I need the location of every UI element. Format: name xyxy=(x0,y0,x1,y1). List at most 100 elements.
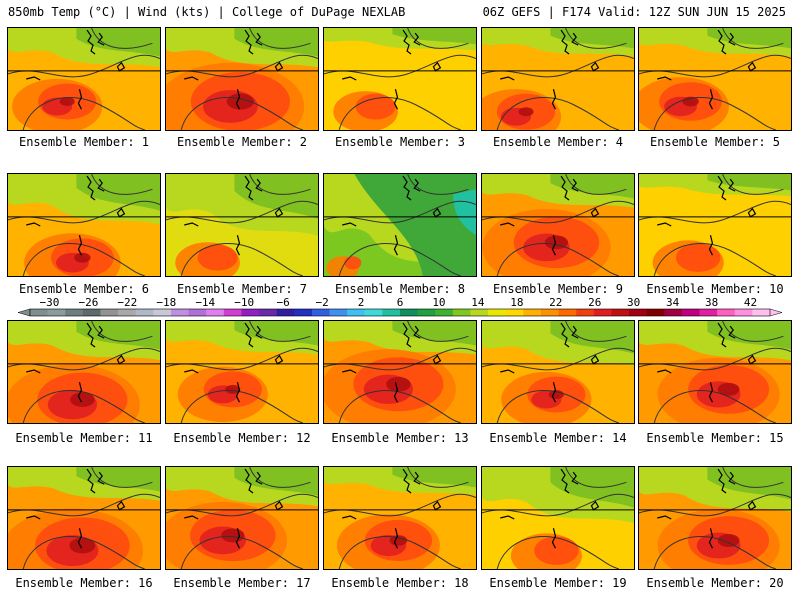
colorbar-swatch xyxy=(505,309,524,316)
temperature-field-map xyxy=(166,28,318,130)
colorbar-swatch xyxy=(417,309,436,316)
colorbar-swatch xyxy=(540,309,560,316)
colorbar-tick-label: 34 xyxy=(666,296,680,309)
temperature-field-map xyxy=(639,321,791,423)
ensemble-member-panel xyxy=(481,27,635,131)
temperature-field-map xyxy=(639,467,791,569)
ensemble-member-label: Ensemble Member: 8 xyxy=(334,282,466,296)
colorbar-swatch xyxy=(752,309,771,316)
temperature-field-map xyxy=(324,467,476,569)
ensemble-member-label: Ensemble Member: 9 xyxy=(492,282,624,296)
colorbar-swatch xyxy=(558,309,577,316)
ensemble-member-label: Ensemble Member: 17 xyxy=(173,576,311,590)
colorbar-swatch xyxy=(576,309,595,316)
ensemble-member-label: Ensemble Member: 16 xyxy=(15,576,153,590)
ensemble-member-label: Ensemble Member: 4 xyxy=(492,135,624,149)
ensemble-member-panel xyxy=(638,173,792,277)
colorbar-swatch xyxy=(470,309,489,316)
colorbar-swatch xyxy=(523,309,542,316)
colorbar-tick-label: 26 xyxy=(588,296,601,309)
colorbar-swatch xyxy=(276,309,295,316)
temperature-field-map xyxy=(639,28,791,130)
temperature-field-map xyxy=(482,28,634,130)
colorbar-tick-label: 6 xyxy=(397,296,404,309)
colorbar-swatch xyxy=(347,309,366,316)
ensemble-member-label: Ensemble Member: 7 xyxy=(176,282,308,296)
colorbar-tick-label: −10 xyxy=(234,296,254,309)
ensemble-member-label: Ensemble Member: 10 xyxy=(646,282,784,296)
colorbar-low-arrow xyxy=(17,308,31,317)
colorbar-swatch xyxy=(664,309,683,316)
colorbar-tick-label: −18 xyxy=(156,296,176,309)
ensemble-member-panel xyxy=(638,27,792,131)
colorbar-swatch xyxy=(646,309,665,316)
ensemble-member-panel xyxy=(638,320,792,424)
colorbar-swatch xyxy=(364,309,383,316)
temperature-field-map xyxy=(8,28,160,130)
colorbar-tick-label: 10 xyxy=(432,296,445,309)
temperature-field-map xyxy=(324,28,476,130)
colorbar-swatch xyxy=(311,309,331,316)
temperature-field-map xyxy=(324,174,476,276)
temperature-field-map xyxy=(639,174,791,276)
colorbar-tick-label: −26 xyxy=(78,296,98,309)
map-title: 850mb Temp (°C) | Wind (kts) | College o… xyxy=(8,5,406,19)
ensemble-member-panel xyxy=(323,466,477,570)
colorbar-swatch xyxy=(153,309,172,316)
ensemble-member-panel xyxy=(7,173,161,277)
colorbar-high-arrow xyxy=(769,308,783,317)
ensemble-member-label: Ensemble Member: 19 xyxy=(489,576,627,590)
colorbar-swatch xyxy=(294,309,313,316)
ensemble-member-panel xyxy=(165,320,319,424)
colorbar-swatch xyxy=(47,309,66,316)
ensemble-member-panel xyxy=(481,466,635,570)
colorbar-swatch xyxy=(488,309,507,316)
ensemble-member-panel xyxy=(323,27,477,131)
colorbar-swatch xyxy=(329,309,348,316)
ensemble-member-label: Ensemble Member: 11 xyxy=(15,431,153,445)
ensemble-member-panel xyxy=(323,320,477,424)
ensemble-member-label: Ensemble Member: 5 xyxy=(649,135,781,149)
colorbar-swatch xyxy=(241,309,260,316)
colorbar-tick-label: −30 xyxy=(40,296,60,309)
temperature-field-map xyxy=(166,467,318,569)
ensemble-member-panel xyxy=(7,320,161,424)
colorbar-swatch xyxy=(170,309,190,316)
ensemble-member-panel xyxy=(165,173,319,277)
colorbar-tick-label: 22 xyxy=(549,296,562,309)
colorbar-swatch xyxy=(30,309,49,316)
temperature-field-map xyxy=(482,321,634,423)
colorbar-swatch xyxy=(188,309,207,316)
ensemble-member-label: Ensemble Member: 18 xyxy=(331,576,469,590)
ensemble-member-label: Ensemble Member: 12 xyxy=(173,431,311,445)
colorbar-swatch xyxy=(135,309,154,316)
temperature-field-map xyxy=(8,174,160,276)
colorbar-swatch xyxy=(435,309,454,316)
temperature-field-map xyxy=(166,174,318,276)
ensemble-member-panel xyxy=(7,466,161,570)
map-valid-time: 06Z GEFS | F174 Valid: 12Z SUN JUN 15 20… xyxy=(482,5,786,19)
ensemble-member-panel xyxy=(323,173,477,277)
colorbar-tick-label: 38 xyxy=(705,296,718,309)
colorbar-swatch xyxy=(118,309,137,316)
colorbar-swatch xyxy=(593,309,612,316)
colorbar-tick-label: −22 xyxy=(117,296,137,309)
ensemble-member-panel xyxy=(165,466,319,570)
ensemble-member-panel xyxy=(638,466,792,570)
colorbar-swatch xyxy=(611,309,630,316)
ensemble-member-label: Ensemble Member: 1 xyxy=(18,135,150,149)
colorbar-swatch xyxy=(65,309,84,316)
temperature-colorbar: −30 −26 −22 −18 −14 −10 −6 −2 2 6 10 14 18 22 26 30 34 38… xyxy=(17,296,783,317)
colorbar-tick-label: 30 xyxy=(627,296,640,309)
temperature-field-map xyxy=(324,321,476,423)
ensemble-member-panel xyxy=(481,320,635,424)
ensemble-member-label: Ensemble Member: 6 xyxy=(18,282,150,296)
colorbar-swatch xyxy=(206,309,225,316)
ensemble-member-label: Ensemble Member: 3 xyxy=(334,135,466,149)
ensemble-member-label: Ensemble Member: 14 xyxy=(489,431,627,445)
colorbar-tick-label: −14 xyxy=(195,296,215,309)
ensemble-member-panel xyxy=(481,173,635,277)
colorbar-tick-label: −2 xyxy=(315,296,328,309)
colorbar-tick-label: 2 xyxy=(358,296,365,309)
ensemble-member-panel xyxy=(7,27,161,131)
